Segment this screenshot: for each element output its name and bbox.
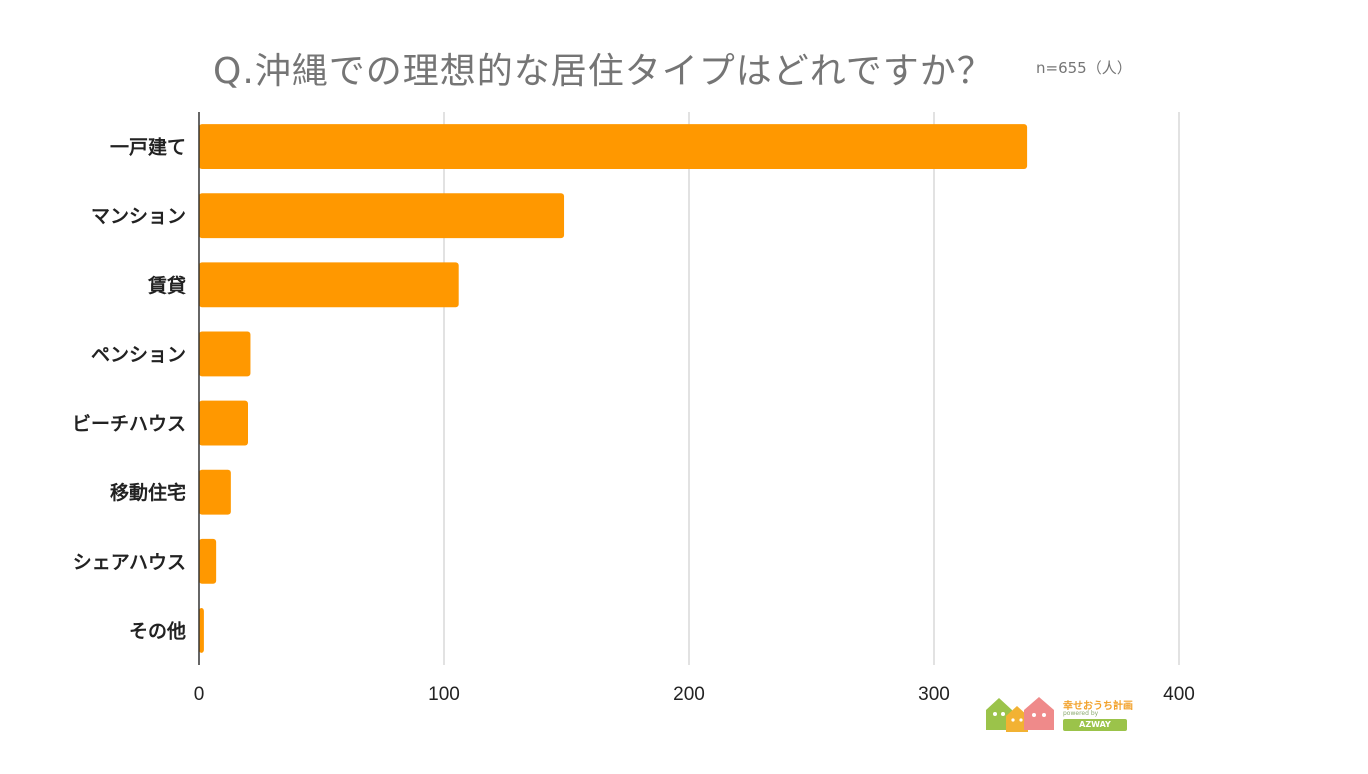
chart-title: Q.沖縄での理想的な居住タイプはどれですか？ — [213, 51, 994, 92]
x-tick-label: 0 — [194, 684, 205, 705]
sample-size-note: n=655（人） — [1036, 59, 1132, 77]
bar — [199, 124, 1028, 170]
category-label: マンション — [91, 206, 186, 228]
category-label: 賃貸 — [147, 274, 186, 297]
bar — [199, 400, 248, 446]
x-tick-label: 200 — [673, 684, 705, 705]
tick-labels: 0 100 200 300 400 — [194, 684, 1195, 705]
category-label: 一戸建て — [110, 136, 186, 159]
category-label: ビーチハウス — [72, 413, 186, 435]
bar — [199, 538, 217, 584]
category-label: シェアハウス — [73, 551, 186, 573]
logo-subtext: powered by — [1063, 710, 1099, 717]
brand-logo — [986, 697, 1054, 732]
house-icon-green — [986, 698, 1012, 730]
category-label: ペンション — [91, 344, 186, 366]
bar — [199, 193, 565, 239]
category-label: 移動住宅 — [110, 481, 186, 504]
x-tick-label: 300 — [918, 684, 950, 705]
bar — [199, 469, 231, 515]
logo-text: 幸せおうち計画 — [1063, 701, 1133, 712]
bar — [199, 331, 251, 377]
bar — [199, 607, 204, 653]
x-tick-label: 100 — [428, 684, 460, 705]
bar — [199, 262, 459, 308]
bars — [199, 124, 1028, 653]
house-icon-pink — [1024, 697, 1054, 730]
logo-brand-badge: AZWAY — [1063, 719, 1127, 731]
category-label: その他 — [129, 619, 186, 642]
house-icon-yellow — [1006, 706, 1028, 732]
x-tick-label: 400 — [1163, 684, 1195, 705]
